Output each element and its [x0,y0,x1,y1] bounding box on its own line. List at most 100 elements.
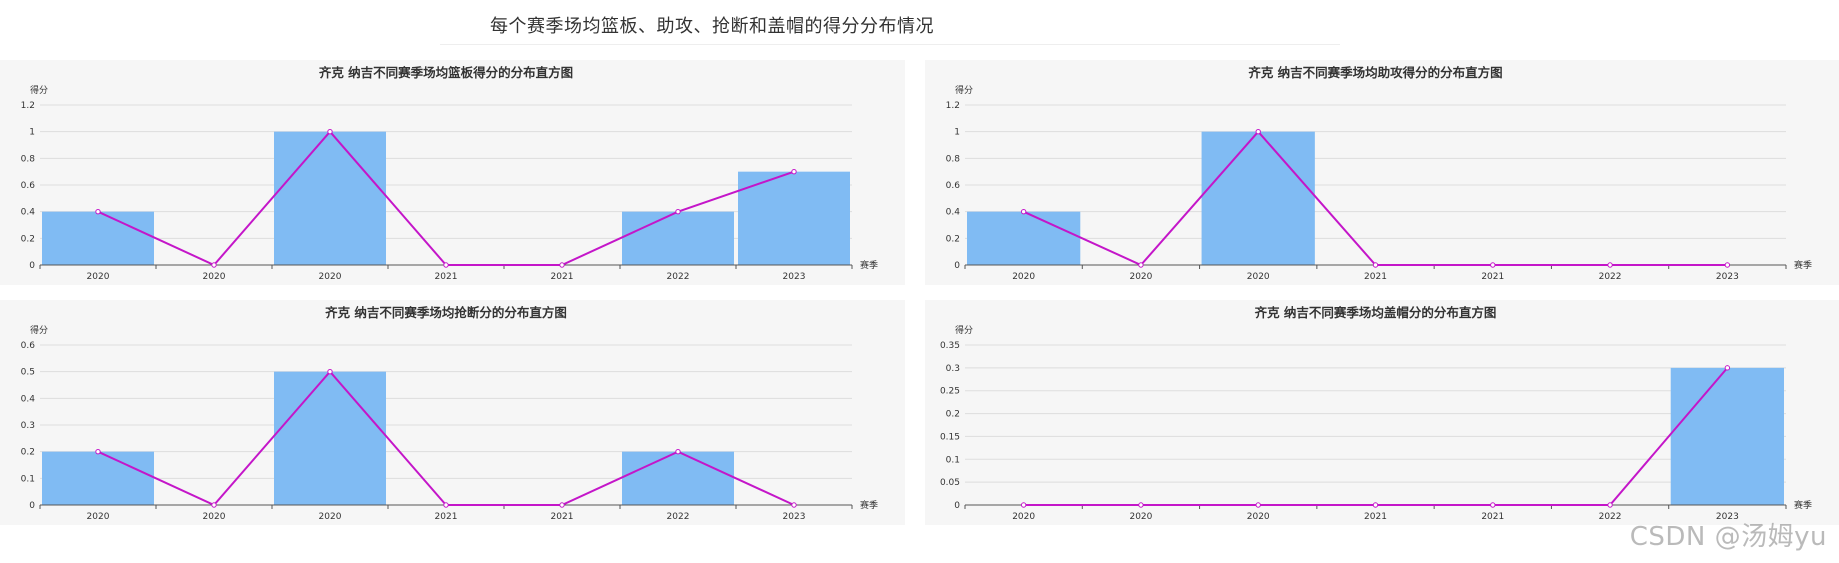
y-tick-label: 0.2 [946,234,960,244]
y-tick-label: 0.1 [946,455,960,465]
chart-title: 齐克 纳吉不同赛季场均助攻得分的分布直方图 [1248,65,1502,80]
x-tick-label: 2023 [783,272,806,282]
x-tick-label: 2023 [1716,512,1739,522]
line-point [443,262,449,268]
y-tick-label: 0.5 [21,368,35,378]
y-tick-label: 0 [954,501,960,511]
x-tick-label: 2020 [87,512,110,522]
y-tick-label: 0.4 [21,208,36,218]
line-point [791,168,797,175]
x-tick-label: 2020 [1247,512,1270,522]
y-tick-label: 0.3 [21,421,35,431]
x-tick-label: 2023 [783,512,806,522]
x-tick-label: 2020 [203,512,226,522]
series-line [1023,130,1728,267]
y-tick-label: 0.2 [21,448,35,458]
x-tick-label: 2020 [319,512,342,522]
y-axis-label: 得分 [955,324,973,336]
y-tick-label: 1.2 [946,101,960,111]
line-point [1138,502,1144,508]
x-tick-label: 2020 [1129,512,1152,522]
y-tick-label: 0.6 [946,181,961,191]
bar [42,451,154,505]
y-tick-label: 0.1 [21,474,35,484]
y-tick-label: 0.4 [946,208,961,218]
x-tick-label: 2021 [1481,512,1504,522]
line-point [675,448,681,455]
x-tick-label: 2022 [667,512,690,522]
line-point [327,128,333,135]
y-tick-label: 0 [954,261,960,271]
bar [738,171,850,265]
line-point [791,502,797,508]
line-point [1607,262,1613,268]
x-tick-label: 2020 [1247,272,1270,282]
x-axis-label: 赛季 [1794,259,1812,271]
y-tick-label: 0.2 [946,410,960,420]
x-tick-label: 2020 [319,272,342,282]
x-tick-label: 2021 [551,512,574,522]
bar [42,211,154,265]
line-point [1020,208,1027,215]
x-tick-label: 2021 [435,272,458,282]
y-tick-label: 0 [29,261,35,271]
title-divider [440,44,1340,45]
y-tick-label: 1.2 [21,101,35,111]
y-tick-label: 0.25 [940,387,960,397]
line-point [1138,262,1144,268]
x-tick-label: 2022 [1599,512,1622,522]
y-tick-label: 1 [29,128,35,138]
line-point [211,502,217,508]
y-tick-label: 0.8 [21,154,36,164]
bar [274,131,386,265]
bar [1670,367,1784,505]
line-point [1372,502,1379,508]
y-tick-label: 0.6 [21,341,36,351]
bar [274,371,386,505]
line-point [559,502,565,508]
line-point [443,502,449,508]
y-axis-label: 得分 [955,84,973,96]
line-point [1607,502,1613,508]
x-axis-label: 赛季 [860,259,878,271]
chart-title: 齐克 纳吉不同赛季场均盖帽分的分布直方图 [1255,305,1497,320]
line-point [95,208,101,215]
x-tick-label: 2020 [87,272,110,282]
x-tick-label: 2021 [1481,272,1504,282]
x-tick-label: 2020 [1129,272,1152,282]
y-axis-label: 得分 [30,324,48,336]
y-tick-label: 0.8 [946,154,961,164]
x-tick-label: 2020 [1012,512,1035,522]
bar [622,451,734,505]
line-point [1490,502,1496,508]
bar [622,211,734,265]
line-point [1490,262,1496,268]
x-axis-label: 赛季 [860,499,878,511]
y-tick-label: 0.2 [21,234,35,244]
y-tick-label: 0.6 [21,181,36,191]
line-point [1724,365,1731,371]
x-tick-label: 2023 [1716,272,1739,282]
x-axis-label: 赛季 [1794,499,1812,511]
x-tick-label: 2021 [1364,512,1387,522]
bar [967,211,1081,265]
line-point [1255,128,1261,135]
bar [1201,131,1315,265]
y-tick-label: 1 [954,128,960,138]
line-point [211,262,217,268]
line-point [675,208,681,215]
line-point [327,368,333,375]
line-point [95,448,101,455]
y-tick-label: 0.3 [946,364,960,374]
line-point [1724,262,1731,268]
x-tick-label: 2022 [667,272,690,282]
chart-title: 齐克 纳吉不同赛季场均篮板得分的分布直方图 [319,65,573,80]
y-tick-label: 0 [29,501,35,511]
rebound-chart-panel: 齐克 纳吉不同赛季场均篮板得分的分布直方图 得分 0 0.2 0.4 0.6 0.8 1 1.2… [0,60,905,285]
y-tick-label: 0.15 [940,432,960,442]
y-tick-label: 0.05 [940,478,960,488]
